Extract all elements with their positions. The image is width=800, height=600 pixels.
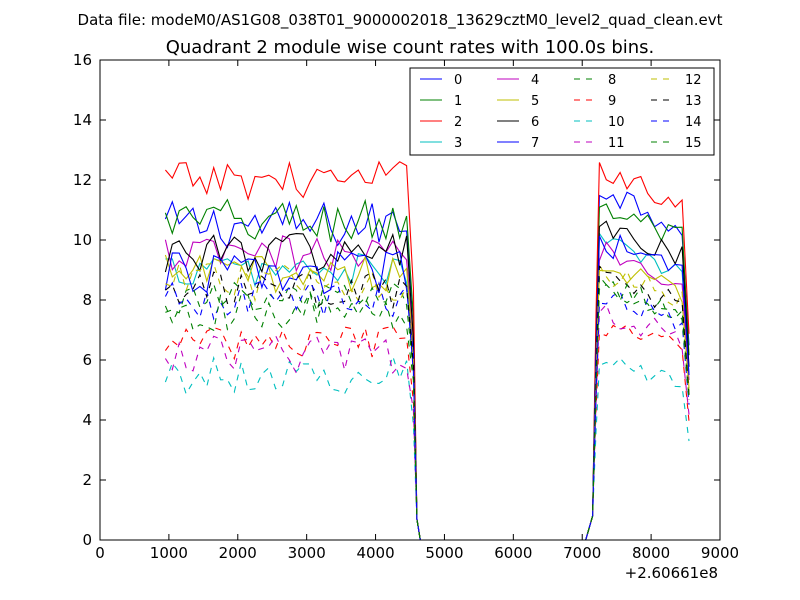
series-line-15	[164, 283, 690, 540]
legend-label-8: 8	[608, 73, 616, 88]
series-line-12	[165, 261, 690, 540]
x-tick-label: 0	[95, 544, 105, 562]
chart-suptitle: Data file: modeM0/AS1G08_038T01_90000020…	[78, 11, 723, 30]
x-tick-label: 4000	[356, 544, 394, 562]
legend-label-11: 11	[608, 136, 625, 151]
legend-label-3: 3	[454, 136, 462, 151]
y-tick-label: 4	[82, 411, 92, 429]
x-tick-label: 7000	[563, 544, 601, 562]
series-line-13	[165, 265, 690, 540]
x-tick-label: 5000	[425, 544, 463, 562]
x-tick-label: 8000	[632, 544, 670, 562]
legend-label-0: 0	[454, 73, 462, 88]
series-line-11	[164, 303, 690, 540]
legend-label-5: 5	[531, 94, 539, 109]
series-line-4	[164, 235, 690, 540]
series-line-3	[165, 231, 690, 540]
legend-label-2: 2	[454, 115, 462, 130]
series-line-8	[165, 274, 690, 540]
y-tick-label: 6	[82, 351, 92, 369]
plot-lines	[164, 160, 690, 540]
series-line-2	[164, 160, 690, 540]
legend-label-6: 6	[531, 115, 539, 130]
legend-label-14: 14	[685, 115, 702, 130]
x-offset-label: +2.60661e8	[625, 564, 718, 582]
series-line-7	[164, 233, 690, 540]
x-axis: 0 1000 2000 3000 4000 5000 6000 7000 8000 9000	[95, 60, 739, 562]
legend-label-1: 1	[454, 94, 462, 109]
series-line-5	[164, 254, 690, 540]
legend-label-7: 7	[531, 136, 539, 151]
chart-title: Quadrant 2 module wise count rates with …	[166, 37, 655, 58]
series-line-6	[164, 220, 690, 540]
x-tick-label: 6000	[494, 544, 532, 562]
legend-frame	[409, 67, 715, 156]
legend-label-15: 15	[685, 136, 702, 151]
y-tick-label: 0	[82, 531, 92, 549]
legend-label-13: 13	[685, 94, 702, 109]
series-line-1	[164, 198, 690, 540]
y-tick-label: 8	[82, 291, 92, 309]
x-tick-label: 9000	[701, 544, 739, 562]
y-tick-label: 14	[73, 111, 92, 129]
series-line-0	[164, 191, 690, 540]
series-line-9	[164, 324, 690, 540]
legend-label-12: 12	[685, 73, 702, 88]
legend-label-4: 4	[531, 73, 539, 88]
x-tick-label: 3000	[288, 544, 326, 562]
y-tick-label: 10	[73, 231, 92, 249]
x-tick-label: 2000	[219, 544, 257, 562]
legend-label-9: 9	[608, 94, 616, 109]
series-line-14	[164, 280, 690, 540]
y-tick-label: 12	[73, 171, 92, 189]
y-tick-label: 2	[82, 471, 92, 489]
x-tick-label: 1000	[150, 544, 188, 562]
legend-label-10: 10	[608, 115, 625, 130]
y-tick-label: 16	[73, 51, 92, 69]
series-line-10	[164, 354, 690, 540]
